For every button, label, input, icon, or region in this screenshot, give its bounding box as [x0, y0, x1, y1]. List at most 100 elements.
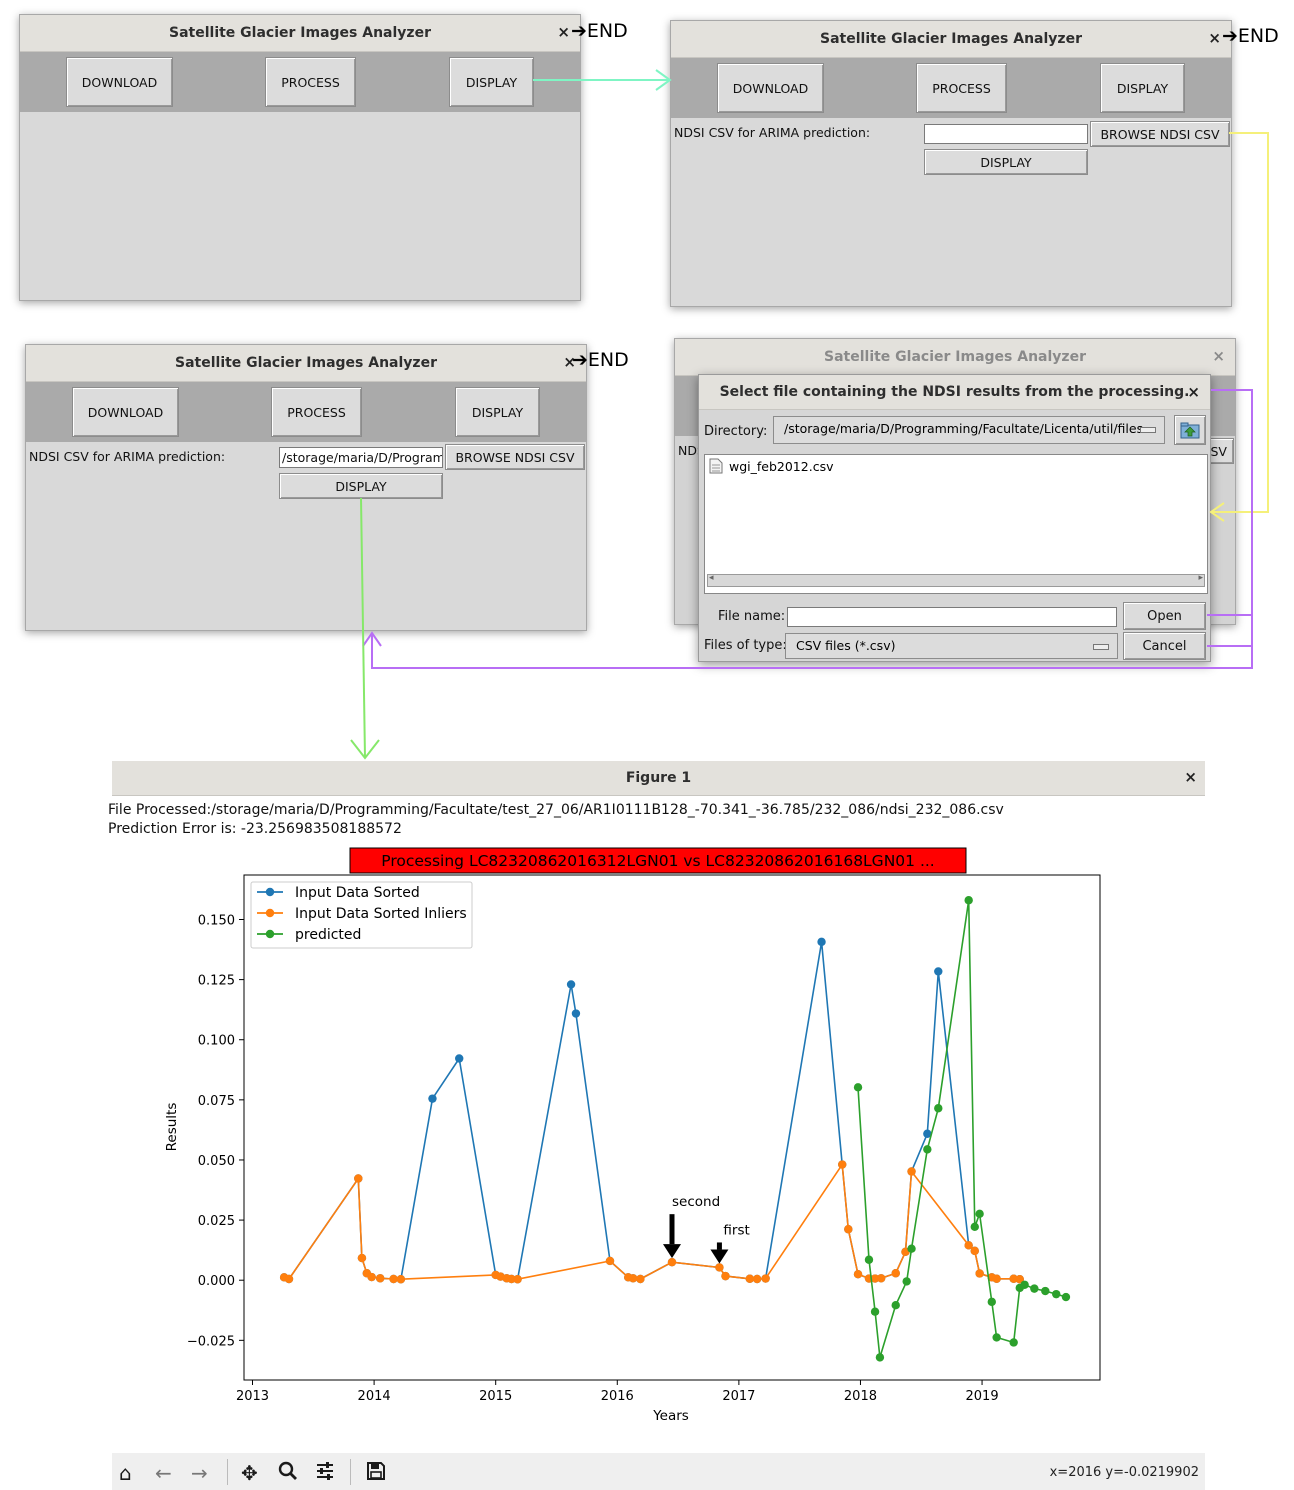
legend-label: Input Data Sorted [295, 885, 420, 901]
file-name-label: File name: [718, 609, 786, 624]
toolbar-separator [227, 1459, 228, 1485]
file-list-item[interactable]: wgi_feb2012.csv [709, 458, 833, 474]
data-point [513, 1275, 522, 1284]
close-icon[interactable]: × [1187, 383, 1200, 401]
annotation-first: first [710, 1222, 750, 1264]
display-ndsi-button[interactable]: DISPLAY [924, 149, 1088, 175]
x-tick-label: 2017 [722, 1389, 755, 1404]
display-button[interactable]: DISPLAY [1100, 63, 1185, 113]
pan-icon[interactable]: ✥ [241, 1461, 258, 1485]
download-button[interactable]: DOWNLOAD [66, 57, 173, 107]
window-title-bar[interactable]: Satellite Glacier Images Analyzer × [671, 21, 1231, 58]
data-point [907, 1167, 916, 1176]
data-point [628, 1274, 638, 1283]
save-icon[interactable] [366, 1461, 386, 1486]
dialog-title-bar[interactable]: Select file containing the NDSI results … [699, 375, 1210, 410]
series-line [283, 1162, 1020, 1281]
back-icon[interactable]: ← [155, 1461, 172, 1485]
directory-select[interactable]: /storage/maria/D/Programming/Facultate/L… [773, 416, 1165, 444]
data-point [389, 1274, 398, 1284]
display-ndsi-button[interactable]: DISPLAY [279, 473, 443, 499]
data-point [721, 1271, 730, 1281]
download-button[interactable]: DOWNLOAD [72, 387, 179, 437]
display-button[interactable]: DISPLAY [449, 57, 534, 107]
scroll-left-icon[interactable]: ◂ [709, 573, 714, 583]
end-label: END [1237, 25, 1279, 47]
data-point [838, 1160, 847, 1169]
y-axis-ticks: −0.025 0.000 0.025 0.050 0.075 0.100 0.125 0.15… [187, 913, 244, 1349]
data-point [870, 1274, 880, 1283]
ndsi-csv-label: NDSI CSV for ARIMA prediction: [674, 125, 871, 140]
toolbar: DOWNLOAD PROCESS DISPLAY [26, 382, 586, 442]
close-icon[interactable]: × [1184, 768, 1197, 786]
data-point [1041, 1286, 1050, 1296]
subplots-config-icon[interactable] [315, 1461, 335, 1486]
data-point [934, 1104, 943, 1113]
data-point [367, 1272, 376, 1282]
legend-label: Input Data Sorted Inliers [295, 906, 467, 922]
close-icon[interactable]: × [1212, 347, 1225, 365]
analyzer-window-selected: Satellite Glacier Images Analyzer × DOWN… [25, 344, 587, 631]
figure-title-bar[interactable]: Figure 1 × [112, 761, 1205, 796]
horizontal-scrollbar[interactable]: ◂ ▸ [707, 573, 1205, 587]
window-title: Satellite Glacier Images Analyzer [175, 355, 437, 371]
download-button[interactable]: DOWNLOAD [717, 63, 824, 113]
close-icon[interactable]: × [1208, 29, 1221, 47]
end-marker: ➔END [572, 349, 629, 371]
up-directory-button[interactable] [1174, 415, 1206, 445]
data-point [1020, 1280, 1029, 1289]
chart-title-box [349, 847, 967, 874]
plot-frame [243, 874, 1101, 1381]
annotation-arrow-head [710, 1249, 729, 1264]
window-title: Satellite Glacier Images Analyzer [820, 31, 1082, 47]
x-tick-label: 2015 [479, 1389, 512, 1404]
floppy-disk-icon [367, 1462, 385, 1480]
series-line [283, 941, 1020, 1281]
ndsi-csv-input[interactable]: /storage/maria/D/Programming/Facultate [279, 447, 443, 468]
scroll-right-icon[interactable]: ▸ [1198, 573, 1203, 583]
window-title-bar[interactable]: Satellite Glacier Images Analyzer × [675, 339, 1235, 376]
data-point [907, 1244, 916, 1253]
open-button[interactable]: Open [1123, 602, 1206, 630]
annotation-text: first [723, 1222, 749, 1238]
close-icon[interactable]: × [557, 23, 570, 41]
data-point [844, 1225, 853, 1234]
series-input-data-sorted-inliers [279, 1160, 1024, 1284]
files-of-type-label: Files of type: [704, 638, 787, 653]
data-point [357, 1253, 367, 1263]
forward-icon[interactable]: → [191, 1461, 208, 1485]
data-point [853, 1269, 863, 1279]
browse-ndsi-csv-button[interactable]: BROWSE NDSI CSV [445, 444, 585, 470]
window-title-bar[interactable]: Satellite Glacier Images Analyzer × [26, 345, 586, 382]
data-point [870, 1307, 880, 1316]
ndsi-csv-input[interactable] [924, 124, 1088, 144]
home-icon[interactable]: ⌂ [119, 1461, 132, 1485]
process-button[interactable]: PROCESS [916, 63, 1007, 113]
toolbar: DOWNLOAD PROCESS DISPLAY [20, 52, 580, 112]
data-point [975, 1209, 984, 1219]
close-icon[interactable]: × [563, 353, 576, 371]
end-marker: ➔END [1222, 25, 1279, 47]
analyzer-window-main: Satellite Glacier Images Analyzer × DOWN… [19, 14, 581, 301]
legend-item: Input Data Sorted Inliers [257, 906, 467, 922]
legend-swatch-marker [265, 929, 275, 939]
cancel-button[interactable]: Cancel [1123, 632, 1206, 660]
data-point [891, 1301, 900, 1310]
data-point [864, 1255, 874, 1264]
window-title-bar[interactable]: Satellite Glacier Images Analyzer × [20, 15, 580, 52]
zoom-icon[interactable] [278, 1461, 298, 1486]
data-point [566, 980, 576, 989]
annotation-arrow-head [663, 1244, 681, 1259]
display-button[interactable]: DISPLAY [455, 387, 540, 437]
file-list[interactable]: wgi_feb2012.csv ◂ ▸ [704, 454, 1208, 594]
file-name-input[interactable] [787, 607, 1117, 627]
process-button[interactable]: PROCESS [265, 57, 356, 107]
legend-swatch-marker [265, 908, 275, 918]
y-tick-label: 0.100 [198, 1034, 235, 1049]
files-of-type-select[interactable]: CSV files (*.csv) [785, 633, 1118, 659]
process-button[interactable]: PROCESS [271, 387, 362, 437]
browse-ndsi-csv-button[interactable]: BROWSE NDSI CSV [1090, 121, 1230, 147]
magnifier-icon [278, 1461, 297, 1480]
data-point [1009, 1338, 1018, 1347]
data-point [853, 1083, 863, 1092]
